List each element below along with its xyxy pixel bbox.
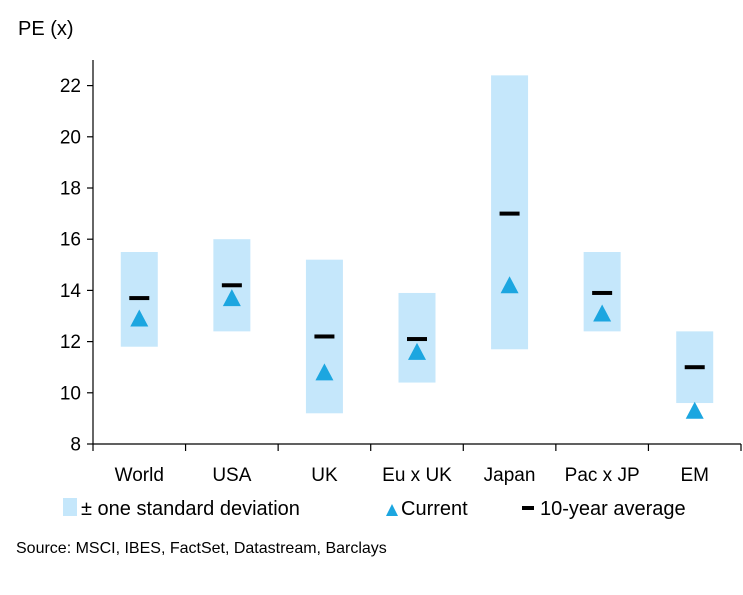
std-dev-bands — [120, 75, 714, 414]
current-marker-2 — [315, 363, 334, 381]
legend-label-average: 10-year average — [540, 498, 686, 520]
x-tick-label-4: Japan — [484, 465, 536, 486]
average-dash-5 — [592, 290, 613, 295]
average-dash-2 — [314, 334, 335, 339]
legend-label-std-dev: ± one standard deviation — [81, 498, 300, 520]
axes — [87, 60, 742, 451]
x-tick-label-2: UK — [311, 465, 338, 486]
current-marker-0 — [130, 309, 149, 327]
x-tick-label-6: EM — [680, 465, 709, 486]
current-marker-1 — [222, 289, 241, 307]
y-tick-label-3: 14 — [60, 281, 82, 302]
current-marker-4 — [500, 276, 519, 294]
legend-label-current: Current — [401, 498, 468, 520]
average-dash-0 — [129, 296, 150, 301]
current-markers — [130, 276, 704, 419]
y-tick-label-4: 16 — [60, 230, 81, 251]
average-dash-3 — [407, 337, 427, 342]
current-marker-3 — [408, 342, 426, 360]
average-dash-4 — [499, 211, 520, 216]
y-tick-label-7: 22 — [60, 76, 81, 97]
average-dash-1 — [221, 283, 242, 288]
legend-swatch-current — [386, 504, 398, 516]
legend-swatch-std-dev — [63, 498, 77, 516]
y-tick-label-6: 20 — [60, 127, 81, 148]
x-tick-label-5: Pac x JP — [565, 465, 640, 486]
ten-year-average-dashes — [129, 211, 705, 370]
x-tick-label-1: USA — [212, 465, 251, 486]
average-dash-6 — [684, 365, 705, 370]
y-tick-label-5: 18 — [60, 179, 81, 200]
current-marker-6 — [685, 401, 704, 419]
legend-swatch-average — [522, 506, 534, 510]
source-note: Source: MSCI, IBES, FactSet, Datastream,… — [16, 540, 387, 557]
y-tick-labels: 8 10 12 14 16 18 20 22 — [60, 76, 82, 455]
y-tick-label-2: 12 — [60, 332, 81, 353]
current-marker-5 — [593, 304, 612, 322]
x-tick-label-3: Eu x UK — [382, 465, 452, 486]
y-axis-title: PE (x) — [18, 18, 74, 40]
x-tick-label-0: World — [115, 465, 164, 486]
legend: ± one standard deviation Current 10-year… — [63, 498, 686, 520]
y-tick-label-1: 10 — [60, 383, 81, 404]
x-tick-labels: World USA UK Eu x UK Japan Pac x JP EM — [115, 465, 709, 486]
y-tick-label-0: 8 — [70, 435, 81, 456]
